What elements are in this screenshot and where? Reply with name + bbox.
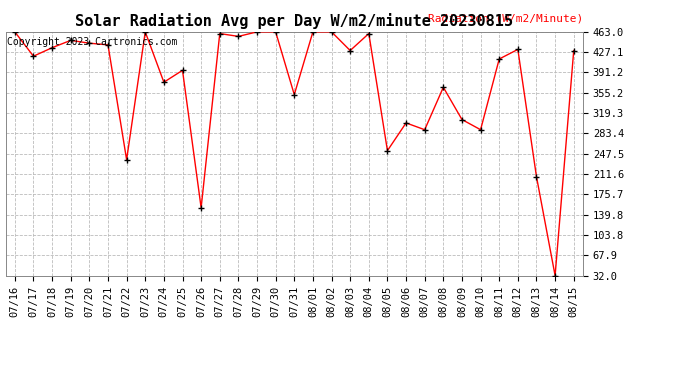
Title: Solar Radiation Avg per Day W/m2/minute 20230815: Solar Radiation Avg per Day W/m2/minute … <box>75 13 513 29</box>
Text: Radiation (W/m2/Minute): Radiation (W/m2/Minute) <box>428 13 583 23</box>
Text: Copyright 2023 Cartronics.com: Copyright 2023 Cartronics.com <box>7 37 177 47</box>
